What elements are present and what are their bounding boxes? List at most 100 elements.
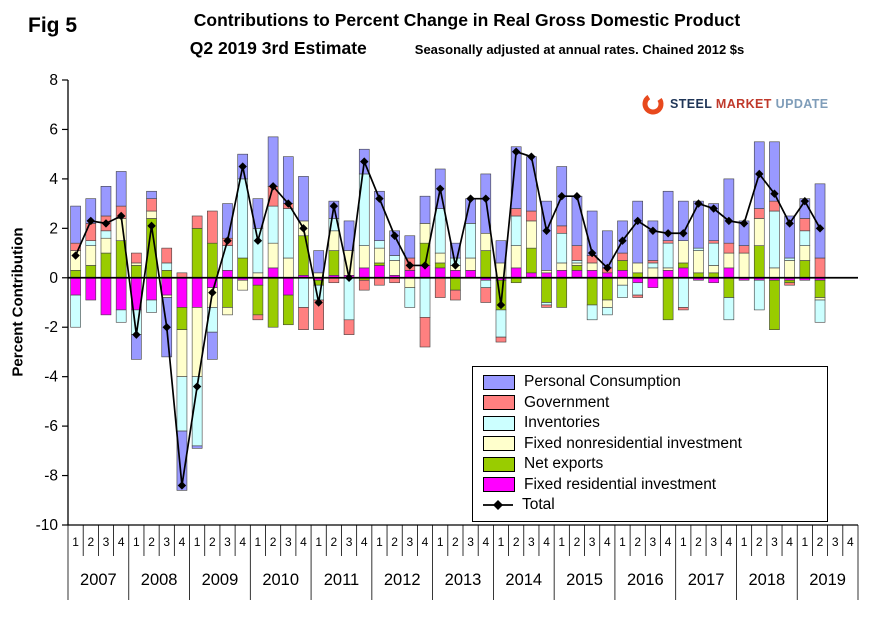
bar-segment [526, 247, 537, 274]
bar-segment [343, 277, 355, 321]
total-marker [800, 196, 810, 206]
total-marker [815, 224, 825, 233]
bar-segment [708, 242, 719, 266]
bar-segment [434, 267, 446, 279]
total-marker [481, 194, 490, 203]
bar-segment [70, 294, 81, 328]
total-marker [344, 273, 354, 282]
bar-segment [586, 210, 598, 256]
total-marker [603, 263, 612, 273]
bar-segment [115, 171, 127, 207]
total-marker [709, 204, 718, 213]
legend-label: Government [524, 393, 610, 411]
quarter-label: 4 [726, 535, 733, 549]
quarter-label: 2 [391, 535, 398, 549]
bar-segment [617, 277, 628, 286]
bar-segment [647, 277, 659, 288]
year-label: 2010 [262, 571, 299, 589]
bar-segment [267, 205, 279, 244]
bar-segment [85, 277, 97, 301]
bar-segment [191, 215, 203, 229]
bar-segment [510, 208, 522, 217]
bar-segment [267, 136, 279, 187]
quarter-label: 1 [741, 535, 748, 549]
y-tick-label: -2 [44, 319, 58, 336]
bar-segment [161, 270, 173, 279]
bar-segment [434, 252, 446, 264]
bar-segment [769, 141, 780, 202]
logo-text: STEEL MARKET UPDATE [670, 95, 829, 113]
bar-segment [298, 277, 309, 308]
bar-segment [282, 156, 294, 204]
bar-segment [723, 267, 735, 279]
bar-segment [662, 270, 674, 279]
quarter-label: 1 [437, 535, 444, 549]
bar-segment [222, 307, 233, 316]
bar-segment [207, 331, 218, 360]
bar-segment [814, 299, 826, 323]
bar-segment [419, 277, 431, 318]
bar-segment [510, 267, 522, 279]
year-label: 2011 [324, 571, 359, 589]
year-label: 2016 [627, 571, 664, 589]
bar-segment [769, 279, 780, 330]
bar-segment [176, 307, 188, 330]
bar-segment [85, 265, 97, 279]
quarter-label: 2 [331, 535, 338, 549]
bar-segment [450, 270, 461, 279]
bar-segment [693, 250, 704, 274]
total-marker [86, 216, 95, 226]
bar-segment [617, 252, 628, 261]
year-label: 2008 [141, 571, 178, 589]
bar-segment [222, 277, 233, 308]
total-marker [314, 298, 323, 307]
legend-item: Personal Consumption [483, 372, 819, 393]
chart-legend: Personal Consumption Government Inventorie… [472, 366, 828, 522]
bar-segment [586, 270, 598, 279]
legend-item-total: Total [483, 495, 819, 516]
total-marker [587, 248, 597, 258]
total-marker [724, 216, 734, 226]
bar-segment [237, 257, 249, 279]
bar-segment [556, 262, 568, 271]
year-label: 2019 [809, 571, 846, 589]
bar-segment [541, 200, 552, 271]
legend-label: Net exports [524, 455, 604, 473]
bar-segment [161, 262, 173, 271]
bar-segment [556, 277, 568, 308]
bar-segment [693, 200, 704, 249]
bar-segment [541, 302, 552, 306]
quarter-label: 4 [847, 535, 854, 549]
y-tick-label: -4 [44, 369, 58, 386]
quarter-label: 3 [103, 535, 110, 549]
y-tick-label: -8 [44, 468, 58, 485]
bar-segment [480, 232, 492, 251]
total-marker [268, 182, 278, 191]
bar-segment [602, 299, 613, 308]
figure-number: Fig 5 [28, 14, 78, 37]
bar-segment [738, 245, 750, 254]
bar-segment [541, 270, 552, 274]
bar-segment [298, 176, 309, 222]
quarter-label: 4 [482, 535, 489, 549]
year-label: 2015 [566, 571, 603, 589]
bar-segment [586, 277, 598, 306]
legend-label: Total [522, 496, 555, 514]
quarter-label: 1 [255, 535, 262, 549]
quarter-label: 2 [756, 535, 763, 549]
bar-segment [769, 210, 780, 269]
quarter-label: 4 [361, 535, 368, 549]
legend-label: Fixed nonresidential investment [524, 434, 742, 452]
total-marker [785, 219, 794, 228]
bar-segment [374, 277, 385, 286]
bar-segment [146, 198, 157, 212]
quarter-label: 3 [832, 535, 839, 549]
quarter-label: 1 [680, 535, 687, 549]
bar-segment [571, 245, 583, 261]
bar-segment [556, 270, 568, 279]
bar-segment [677, 267, 689, 279]
bar-segment [632, 282, 644, 296]
bar-segment [495, 240, 507, 264]
